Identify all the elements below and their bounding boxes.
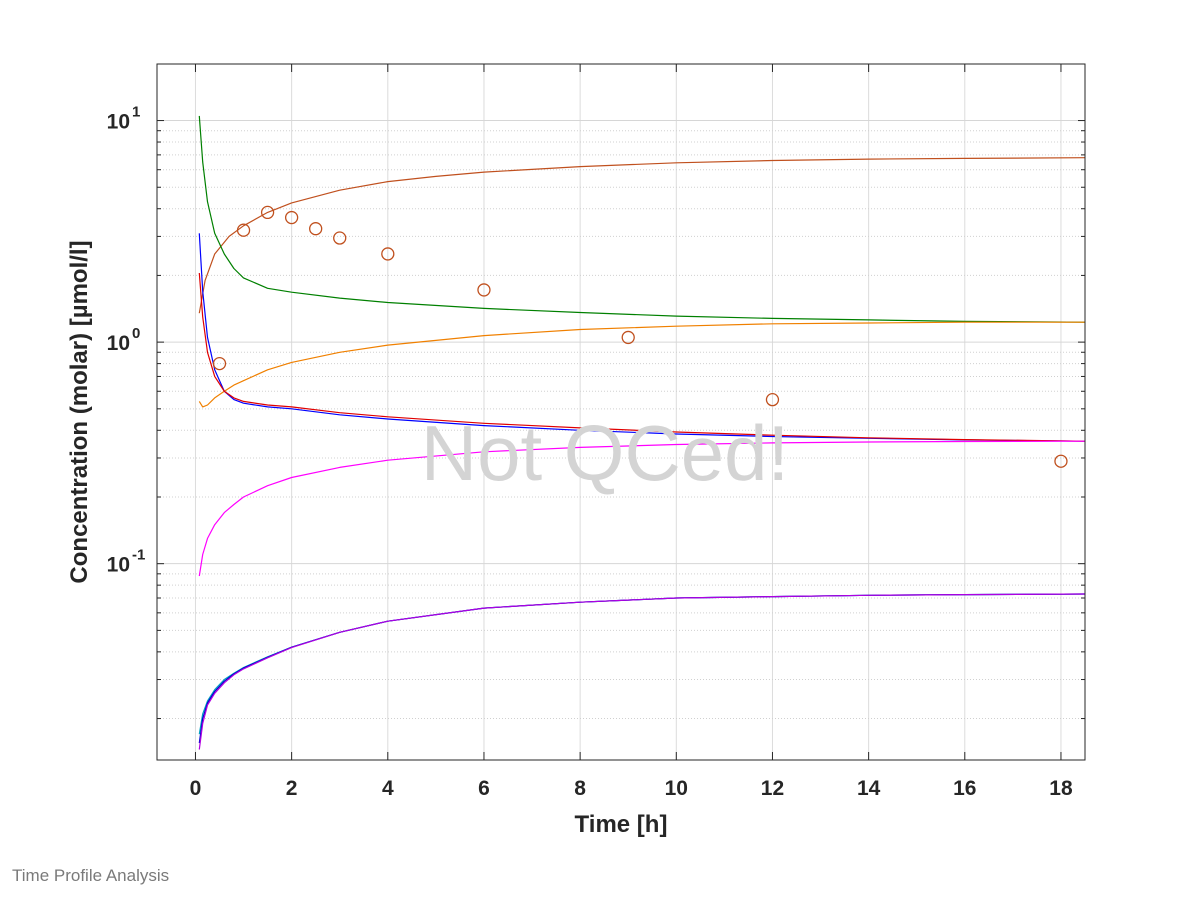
x-tick-label-4: 8 (574, 777, 586, 800)
observed-point-9 (765, 392, 780, 407)
y-tick-label-2: 10 (107, 111, 130, 134)
observed-point-7 (477, 283, 491, 297)
x-tick-label-6: 12 (761, 777, 784, 800)
watermark: Not QCed! (421, 409, 789, 497)
observed-point-2 (260, 205, 275, 220)
observed-points (212, 205, 1068, 468)
y-tick-exponent-1: 0 (132, 325, 140, 342)
plot-frame (156, 63, 1086, 761)
observed-point-10 (1054, 454, 1068, 468)
series-line-8 (198, 593, 1086, 750)
y-tick-label-1: 10 (107, 332, 130, 355)
x-tick-label-1: 2 (286, 777, 298, 800)
y-axis-label: Concentration (molar) [µmol/l] (66, 240, 93, 583)
observed-point-3 (284, 210, 299, 225)
y-tick-exponent-2: 1 (132, 104, 140, 121)
x-tick-label-3: 6 (478, 777, 490, 800)
observed-point-4 (309, 222, 323, 236)
x-tick-label-8: 16 (953, 777, 976, 800)
x-tick-label-9: 18 (1049, 777, 1073, 800)
axes-box (156, 63, 1086, 761)
observed-point-8 (621, 330, 635, 345)
footer-caption: Time Profile Analysis (12, 866, 170, 885)
series-line-1 (198, 115, 1086, 323)
series-line-4 (198, 272, 1086, 442)
observed-point-6 (381, 247, 395, 261)
y-tick-exponent-0: -1 (132, 547, 145, 564)
x-axis-label: Time [h] (575, 811, 668, 838)
x-tick-label-2: 4 (382, 777, 394, 800)
series-line-5 (198, 440, 1086, 577)
observed-point-0 (212, 356, 227, 371)
grid (157, 64, 1085, 760)
x-tick-label-5: 10 (665, 777, 688, 800)
x-tick-label-7: 14 (857, 777, 881, 800)
y-tick-label-0: 10 (107, 554, 130, 577)
observed-point-1 (236, 223, 251, 237)
series-line-2 (198, 321, 1085, 408)
observed-point-5 (333, 231, 347, 245)
x-tick-label-0: 0 (190, 777, 202, 800)
series-line-0 (198, 157, 1086, 314)
